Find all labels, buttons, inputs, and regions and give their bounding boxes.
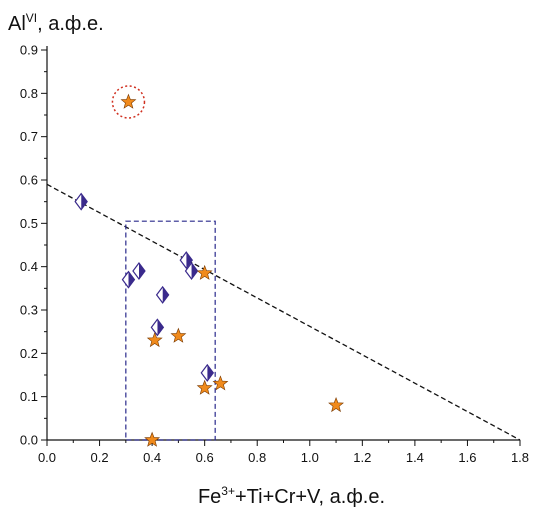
y-tick-label: 0.8 (20, 86, 38, 101)
diamond-empty-half (122, 271, 129, 288)
x-tick-label: 1.2 (353, 450, 371, 465)
x-tick-label: 1.6 (458, 450, 476, 465)
x-axis-title-part: Fe (198, 486, 221, 508)
y-axis-title-superscript: VI (26, 11, 37, 25)
diamond-filled-half (162, 286, 169, 303)
star-point (196, 379, 213, 395)
diamond-outline (150, 318, 165, 337)
diamond-empty-half (151, 319, 158, 336)
star-point (144, 431, 161, 447)
x-tick-label: 0.8 (248, 450, 266, 465)
highlight-rectangle (125, 220, 216, 441)
diamond-outline (200, 363, 215, 382)
y-tick-label: 0.3 (20, 303, 38, 318)
star-point (196, 264, 213, 280)
diamond-filled-half (207, 364, 214, 381)
diamond-empty-half (156, 286, 163, 303)
y-axis-title-part: , а.ф.е. (37, 13, 103, 35)
diamond-point (132, 262, 146, 280)
annotations (46, 85, 521, 441)
diamond-point (200, 363, 215, 382)
diamond-outline (179, 251, 194, 270)
diamond-empty-half (201, 364, 208, 381)
star-point (212, 375, 229, 391)
x-tick-label: 1.8 (511, 450, 529, 465)
diamond-filled-half (186, 252, 193, 269)
x-axis-title: Fe3++Ti+Cr+V, а.ф.е. (198, 484, 385, 508)
y-tick-label: 0.9 (20, 43, 38, 58)
diamond-outline (74, 192, 88, 211)
x-tick-label: 0.6 (196, 450, 214, 465)
y-axis-title: AlVI, а.ф.е. (8, 11, 104, 35)
diamond-point (184, 262, 199, 280)
y-axis-title-part: Al (8, 13, 26, 35)
diamond-filled-half (128, 271, 135, 288)
diamond-point (179, 251, 194, 270)
diamond-filled-half (138, 263, 145, 279)
star-point (120, 93, 137, 109)
y-tick-label: 0.5 (20, 216, 38, 231)
diamond-filled-half (81, 193, 88, 210)
diamond-point (155, 285, 170, 304)
diamond-empty-half (185, 263, 192, 279)
y-tick-label: 0.1 (20, 389, 38, 404)
diamond-point (74, 192, 88, 211)
x-tick-label: 0.0 (38, 450, 56, 465)
diamond-empty-half (132, 263, 139, 279)
x-tick-label: 1.0 (301, 450, 319, 465)
diamond-empty-half (180, 252, 187, 269)
star-point (146, 331, 163, 348)
diamond-outline (121, 270, 136, 289)
star-point (328, 396, 344, 413)
series-half-filled-diamond (74, 192, 215, 382)
y-tick-label: 0.6 (20, 173, 38, 188)
axes (41, 46, 521, 446)
y-tick-label: 0.4 (20, 259, 38, 274)
y-tick-label: 0.0 (20, 433, 38, 448)
diamond-point (121, 270, 136, 289)
y-tick-label: 0.2 (20, 346, 38, 361)
x-axis-title-superscript: 3+ (221, 484, 235, 498)
diamond-filled-half (157, 319, 164, 336)
diamond-point (150, 318, 165, 337)
diamond-empty-half (75, 193, 82, 210)
series-star (120, 93, 344, 447)
star-point (170, 327, 187, 343)
diamond-outline (155, 285, 170, 304)
x-tick-label: 1.4 (406, 450, 424, 465)
diamond-outline (132, 262, 146, 280)
diamond-outline (184, 262, 199, 280)
data-marks (74, 93, 344, 447)
x-axis-title-part: +Ti+Cr+V, а.ф.е. (235, 486, 385, 508)
x-tick-label: 0.2 (91, 450, 109, 465)
labels: 0.0 0.2 0.4 0.6 0.8 1.0 1.2 1.4 1.6 1.8 0.0 0.1 0.2 0… (8, 11, 529, 508)
outlier-circle (111, 85, 146, 119)
diamond-filled-half (191, 263, 198, 279)
x-tick-label: 0.4 (143, 450, 161, 465)
y-tick-label: 0.7 (20, 129, 38, 144)
